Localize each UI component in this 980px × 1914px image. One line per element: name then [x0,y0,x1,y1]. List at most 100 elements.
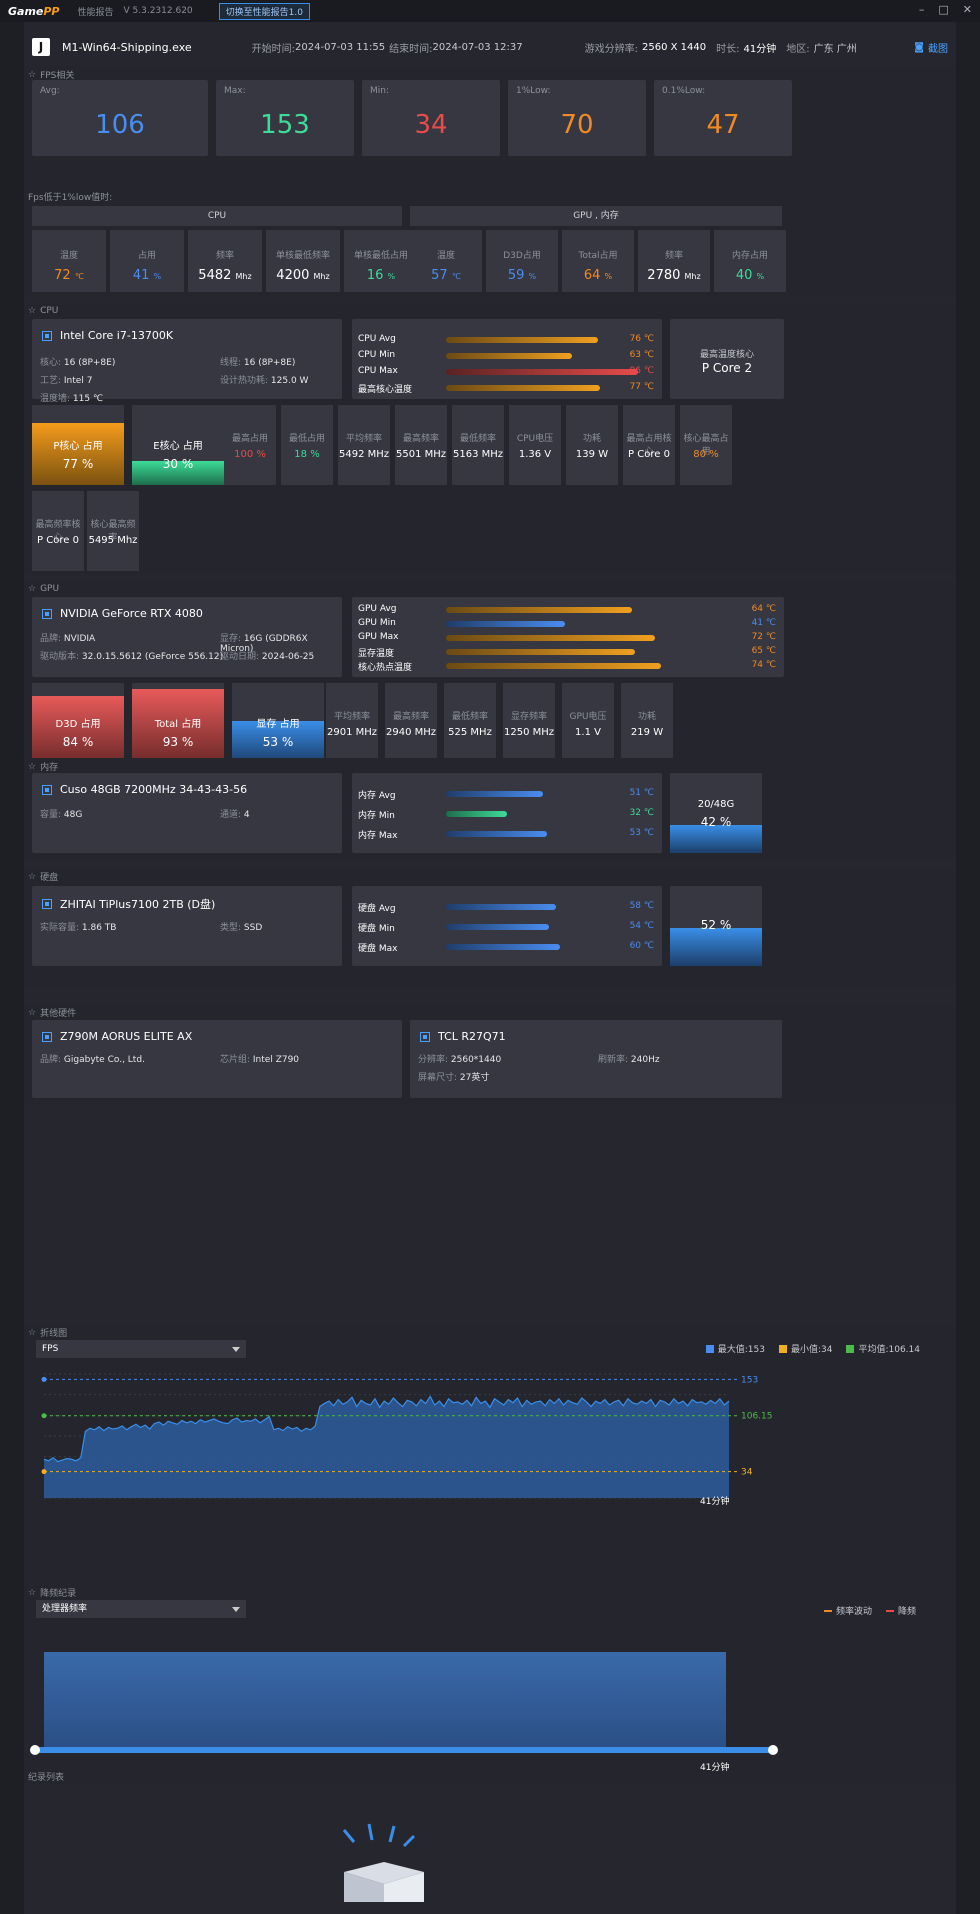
fps-line-chart: 153 106.15 34 [41,1373,773,1499]
info-value: 240Hz [630,1055,660,1065]
empty-box-illustration [342,1823,424,1902]
disk-temp-bars: 硬盘 Avg 58 ℃ 硬盘 Min 54 ℃ 硬盘 Max 60 ℃ [352,886,662,966]
legend-swatch [846,1344,855,1353]
line-chart-section: ☆ 折线图 FPS 最大值:153 最小值:34 平均值:106.14 153 106.… [24,1324,956,1584]
avg-tick-label: 106.15 [741,1412,773,1422]
fps-tile-label: 单核最低占用 [353,251,408,261]
throttle-dropdown[interactable]: 处理器频率 [36,1600,246,1618]
fps-tile-unit: % [756,272,765,281]
temp-bar-row: 硬盘 Min 54 ℃ [358,920,654,934]
stat-value: 80 % [693,449,719,460]
info-value: 115 ℃ [72,394,104,404]
maximize-icon[interactable]: □ [938,3,949,16]
line-legend: 最大值:153 最小值:34 平均值:106.14 [705,1342,920,1355]
screenshot-button[interactable]: ◙ 截图 [914,40,948,55]
slider-handle-right[interactable] [768,1745,778,1755]
max-marker [41,1376,47,1382]
temp-bar-value: 96 ℃ [629,366,654,376]
fps-tile-label: 频率 [664,251,683,261]
fps-tile-unit: Mhz [684,272,701,281]
info-key: 显存: [220,634,244,644]
info-item: 温度墙: 115 ℃ [40,391,103,404]
fps-tile-number: 41 [132,268,154,283]
legend-swatch [778,1344,787,1353]
legend-swatch [823,1609,832,1612]
legend-label: 平均值:106.14 [858,1345,920,1355]
fps-tile-number: 72 [54,268,75,283]
stat-label: 平均频率 [333,712,370,722]
memory-info-card: Cuso 48GB 7200MHz 34-43-43-56 容量: 48G 通道:… [32,773,342,853]
stat-value: 5163 MHz [452,449,504,460]
star-icon: ☆ [28,69,37,80]
temp-bar-value: 74 ℃ [751,660,776,670]
info-item: 品牌: NVIDIA [40,631,95,644]
stat-value: P Core 0 [37,535,79,546]
metric-dropdown[interactable]: FPS [36,1340,246,1358]
fps-tile-value: 41 % [110,268,184,283]
temp-bar-fill [446,831,547,837]
stat-value: 18 % [294,449,320,460]
switch-report-button[interactable]: 切换至性能报告1.0 [218,2,310,20]
temp-bar-value: 51 ℃ [629,788,654,798]
fps-card: Max: 153 [216,80,354,156]
stat-tile: 平均频率 2901 MHz [326,683,378,763]
fps-tile-unit: ℃ [74,272,84,281]
fps-card-label: Min: [370,86,390,96]
info-key: 分辨率: [418,1055,451,1065]
minimize-icon[interactable]: – [918,3,925,16]
screenshot-label: 截图 [928,43,948,55]
info-key: 驱动版本: [40,652,82,662]
legend-label: 最小值:34 [790,1345,833,1355]
temp-bar-fill [446,607,632,613]
info-key: 类型: [220,923,244,933]
start-label: 开始时间: [251,43,296,55]
legend-label: 降频 [897,1607,916,1617]
temp-bar-fill [446,649,635,655]
usage-fill [132,688,224,763]
fps-tile-label: 占用 [137,251,156,261]
info-value: 4 [243,810,250,820]
slider-handle-left[interactable] [30,1745,40,1755]
temp-bar-name: 内存 Max [358,831,398,841]
throttle-duration-label: 41分钟 [700,1763,730,1773]
temp-bar-value: 76 ℃ [629,334,654,344]
fps-card-value: 47 [706,110,740,140]
usage-fill-tile: Total 占用 93 % [132,683,224,763]
fps-card-label: Max: [224,86,246,96]
info-item: 设计热功耗: 125.0 W [220,373,308,386]
time-range-slider[interactable] [34,1747,774,1753]
fps-tile: 占用 41 % [110,230,184,292]
usage-label: D3D 占用 [55,719,101,730]
fps-cpu-header: CPU [32,206,402,226]
temp-bar-row: CPU Min 63 ℃ [358,349,654,363]
fps-series-line [43,1395,730,1463]
temp-bar-value: 77 ℃ [629,382,654,392]
disk-icon [42,899,52,909]
window-controls: – □ ✕ [919,3,972,16]
cpu-name: Intel Core i7-13700K [60,329,174,342]
usage-fill-tile: E核心 占用 30 % [132,405,224,485]
info-key: 温度墙: [40,394,73,404]
disk-section-label: 硬盘 [40,873,59,883]
cpu-info-card: Intel Core i7-13700K 核心: 16 (8P+8E) 线程: 1… [32,319,342,404]
star-icon: ☆ [28,1327,37,1338]
temp-bar-row: 硬盘 Max 60 ℃ [358,940,654,954]
max-tick-label: 153 [741,1375,758,1385]
stat-value: 5501 MHz [395,449,447,460]
legend-label: 频率波动 [835,1607,872,1617]
usage-value: 77 % [62,457,94,471]
fps-tile: 单核最低占用 16 % [344,230,418,292]
info-key: 芯片组: [220,1055,253,1065]
info-value: 48G [63,810,83,820]
close-icon[interactable]: ✕ [962,3,972,16]
cpu-section-label: CPU [40,306,59,316]
min-tick-label: 34 [741,1468,753,1478]
fps-tile-number: 64 [583,268,605,283]
temp-bar-row: 内存 Avg 51 ℃ [358,787,654,801]
temp-bar-row: GPU Min 41 ℃ [358,617,776,631]
throttle-section: ☆ 降频纪录 处理器频率 频率波动 降频 41分钟 纪录列表 [24,1584,956,1784]
fps-section: ☆ FPS相关 Avg: 106 Max: 153 Min: 34 1%Low: 70 0.1%L… [24,66,956,296]
star-icon: ☆ [28,584,37,594]
throttle-section-label: 降频纪录 [40,1589,77,1599]
stat-value: 1.1 V [575,727,601,738]
